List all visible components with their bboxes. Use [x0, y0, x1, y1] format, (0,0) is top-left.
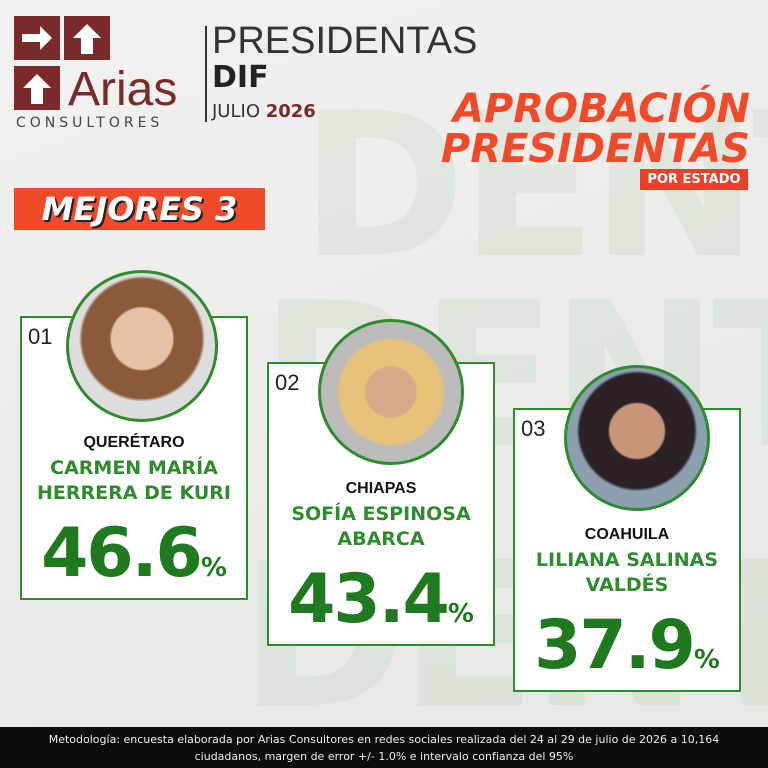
header-title: PRESIDENTAS: [212, 20, 478, 62]
value: 46.6: [41, 514, 203, 593]
month: JULIO: [212, 101, 260, 122]
unit: %: [447, 599, 474, 629]
logo-sub: CONSULTORES: [16, 115, 164, 131]
divider: [205, 26, 207, 122]
name-line: ABARCA: [337, 528, 425, 550]
footer-line: ciudadanos, margen de error +/- 1.0% e i…: [194, 750, 574, 763]
name-line: CARMEN MARÍA: [50, 457, 218, 479]
approval-value: 43.4%: [269, 560, 493, 639]
headline-1: APROBACIÓN: [452, 86, 750, 132]
state: COAHUILA: [584, 526, 670, 543]
photo: [66, 270, 218, 422]
logo-name: Arias: [68, 63, 178, 116]
approval-value: 37.9%: [515, 606, 739, 685]
photo: [564, 365, 710, 511]
name-line: LILIANA SALINAS: [535, 549, 719, 571]
footer: Metodología: encuesta elaborada por Aria…: [0, 727, 768, 768]
approval-value: 46.6%: [22, 514, 246, 593]
header-date: JULIO 2026: [212, 101, 316, 122]
footer-line: Metodología: encuesta elaborada por Aria…: [48, 733, 720, 746]
rank: 03: [521, 416, 546, 441]
name-line: VALDÉS: [585, 574, 669, 596]
state: CHIAPAS: [345, 480, 417, 497]
unit: %: [693, 645, 720, 675]
name: SOFÍA ESPINOSA ABARCA: [269, 502, 493, 552]
year: 2026: [265, 101, 316, 122]
value: 43.4: [288, 560, 450, 639]
name: CARMEN MARÍA HERRERA DE KURI: [22, 456, 246, 506]
state: QUERÉTARO: [83, 434, 185, 451]
card: 03 COAHUILA LILIANA SALINAS VALDÉS 37.9%: [513, 365, 741, 692]
headline-2: PRESIDENTAS: [440, 126, 750, 172]
rank: 01: [28, 324, 53, 349]
name-line: HERRERA DE KURI: [37, 482, 231, 504]
name-line: SOFÍA ESPINOSA: [291, 503, 471, 525]
photo: [318, 319, 464, 465]
headline-tag: POR ESTADO: [640, 169, 748, 190]
card: 02 CHIAPAS SOFÍA ESPINOSA ABARCA 43.4%: [267, 319, 495, 646]
banner: MEJORES 3: [14, 188, 265, 230]
unit: %: [200, 553, 227, 583]
value: 37.9: [534, 606, 696, 685]
name: LILIANA SALINAS VALDÉS: [515, 548, 739, 598]
card: 01 QUERÉTARO CARMEN MARÍA HERRERA DE KURI 46…: [20, 270, 248, 600]
header-title-bold: DIF: [212, 60, 269, 95]
rank: 02: [275, 370, 300, 395]
logo-mark: [14, 16, 110, 110]
